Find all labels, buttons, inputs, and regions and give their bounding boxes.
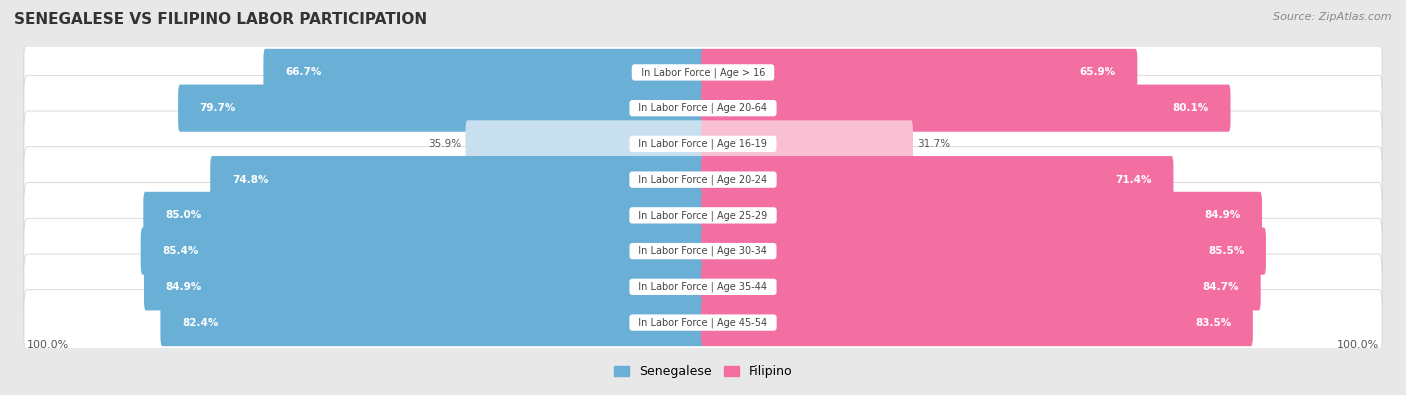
Text: 66.7%: 66.7% [285, 68, 322, 77]
Text: In Labor Force | Age 20-64: In Labor Force | Age 20-64 [633, 103, 773, 113]
FancyBboxPatch shape [141, 228, 704, 275]
Text: 80.1%: 80.1% [1173, 103, 1209, 113]
Text: 74.8%: 74.8% [232, 175, 269, 184]
Text: 83.5%: 83.5% [1195, 318, 1232, 327]
FancyBboxPatch shape [24, 254, 1382, 320]
Text: 65.9%: 65.9% [1080, 68, 1116, 77]
FancyBboxPatch shape [24, 40, 1382, 105]
Text: In Labor Force | Age 25-29: In Labor Force | Age 25-29 [633, 210, 773, 221]
Text: 35.9%: 35.9% [427, 139, 461, 149]
Text: 84.7%: 84.7% [1202, 282, 1239, 292]
Text: Source: ZipAtlas.com: Source: ZipAtlas.com [1274, 12, 1392, 22]
Text: In Labor Force | Age 20-24: In Labor Force | Age 20-24 [633, 174, 773, 185]
FancyBboxPatch shape [179, 85, 704, 132]
Text: 79.7%: 79.7% [200, 103, 236, 113]
FancyBboxPatch shape [702, 263, 1261, 310]
Text: In Labor Force | Age 30-34: In Labor Force | Age 30-34 [633, 246, 773, 256]
FancyBboxPatch shape [702, 299, 1253, 346]
Text: 84.9%: 84.9% [1204, 211, 1240, 220]
FancyBboxPatch shape [24, 218, 1382, 284]
Text: 71.4%: 71.4% [1115, 175, 1152, 184]
FancyBboxPatch shape [24, 290, 1382, 356]
FancyBboxPatch shape [702, 192, 1263, 239]
FancyBboxPatch shape [702, 228, 1265, 275]
Text: In Labor Force | Age > 16: In Labor Force | Age > 16 [634, 67, 772, 78]
Text: 100.0%: 100.0% [1337, 340, 1379, 350]
FancyBboxPatch shape [24, 182, 1382, 248]
Legend: Senegalese, Filipino: Senegalese, Filipino [609, 360, 797, 384]
Text: In Labor Force | Age 45-54: In Labor Force | Age 45-54 [633, 317, 773, 328]
Text: 84.9%: 84.9% [166, 282, 202, 292]
Text: In Labor Force | Age 35-44: In Labor Force | Age 35-44 [633, 282, 773, 292]
Text: 85.4%: 85.4% [162, 246, 198, 256]
FancyBboxPatch shape [702, 156, 1174, 203]
Text: 31.7%: 31.7% [918, 139, 950, 149]
FancyBboxPatch shape [143, 263, 704, 310]
FancyBboxPatch shape [702, 85, 1230, 132]
Text: 85.5%: 85.5% [1208, 246, 1244, 256]
FancyBboxPatch shape [263, 49, 704, 96]
Text: 82.4%: 82.4% [181, 318, 218, 327]
FancyBboxPatch shape [702, 120, 912, 167]
FancyBboxPatch shape [465, 120, 704, 167]
FancyBboxPatch shape [702, 49, 1137, 96]
FancyBboxPatch shape [211, 156, 704, 203]
Text: 85.0%: 85.0% [165, 211, 201, 220]
FancyBboxPatch shape [24, 111, 1382, 177]
Text: In Labor Force | Age 16-19: In Labor Force | Age 16-19 [633, 139, 773, 149]
Text: SENEGALESE VS FILIPINO LABOR PARTICIPATION: SENEGALESE VS FILIPINO LABOR PARTICIPATI… [14, 12, 427, 27]
FancyBboxPatch shape [143, 192, 704, 239]
FancyBboxPatch shape [24, 147, 1382, 213]
FancyBboxPatch shape [24, 75, 1382, 141]
FancyBboxPatch shape [160, 299, 704, 346]
Text: 100.0%: 100.0% [27, 340, 69, 350]
